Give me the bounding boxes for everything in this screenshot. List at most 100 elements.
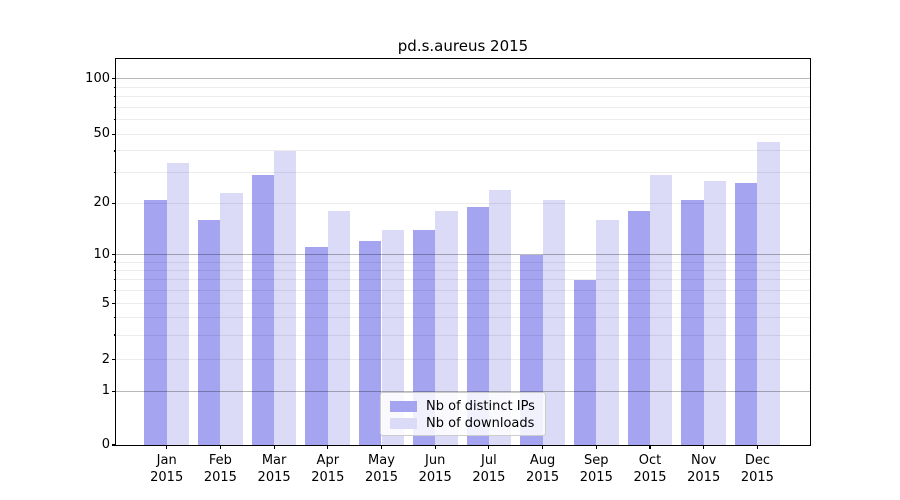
y-tick-label-2: 2 xyxy=(101,351,110,367)
x-label-year: 2015 xyxy=(740,469,774,485)
gridline-70 xyxy=(116,106,810,108)
gridline-40 xyxy=(116,150,810,152)
gridline-100 xyxy=(116,78,810,80)
bar-downloads-feb xyxy=(220,192,243,445)
bar-distinct-ips-dec xyxy=(735,183,758,445)
y-tick-10 xyxy=(112,253,116,256)
x-label-year: 2015 xyxy=(257,469,291,485)
x-label-month: Oct xyxy=(638,453,662,468)
bar-downloads-may xyxy=(381,229,404,445)
y-minortick-70 xyxy=(113,106,116,108)
bar-downloads-apr xyxy=(327,211,351,445)
x-label-year: 2015 xyxy=(150,469,184,485)
chart-title: pd.s.aureus 2015 xyxy=(397,37,529,55)
x-tick-nov xyxy=(703,445,705,449)
x-label-year: 2015 xyxy=(633,469,667,485)
y-tick-label-10: 10 xyxy=(93,246,110,262)
x-label-month: Apr xyxy=(316,453,340,468)
x-label-year: 2015 xyxy=(579,469,613,485)
x-label-year: 2015 xyxy=(687,469,721,485)
y-tick-label-0: 0 xyxy=(101,437,110,452)
gridline-90 xyxy=(116,86,810,88)
legend-label-distinct-ips: Nb of distinct IPs xyxy=(426,398,535,414)
x-tick-label-oct: Oct 2015 xyxy=(620,453,680,486)
bar-distinct-ips-mar xyxy=(251,175,275,445)
x-tick-jul xyxy=(488,445,490,449)
plot-area: 0 1 2 5 10 20 50 100 Jan 2015 Feb 2015 Mar 2015 Apr 201… xyxy=(85,58,811,485)
x-label-month: Feb xyxy=(208,453,232,468)
x-label-year: 2015 xyxy=(364,469,399,485)
y-tick-20 xyxy=(112,202,116,204)
x-tick-jan xyxy=(166,445,168,449)
x-tick-label-sep: Sep 2015 xyxy=(566,453,626,486)
x-tick-label-aug: Aug 2015 xyxy=(513,453,573,486)
legend-swatch-downloads xyxy=(390,417,417,429)
y-tick-100 xyxy=(112,78,116,80)
x-tick-jun xyxy=(434,445,436,449)
y-minortick-80 xyxy=(113,96,116,98)
x-tick-aug xyxy=(542,445,544,449)
y-tick-label-50: 50 xyxy=(93,126,110,142)
y-tick-label-20: 20 xyxy=(93,195,110,211)
x-tick-may xyxy=(380,445,383,449)
x-tick-feb xyxy=(219,445,221,449)
legend-swatch-distinct-ips xyxy=(390,400,417,412)
y-tick-label-100: 100 xyxy=(85,70,110,86)
y-minortick-3 xyxy=(113,334,116,336)
x-tick-label-mar: Mar 2015 xyxy=(244,453,304,486)
x-label-year: 2015 xyxy=(418,469,452,485)
y-minortick-9 xyxy=(113,261,116,263)
bar-distinct-ips-jul xyxy=(466,207,489,445)
bar-downloads-jan xyxy=(166,163,190,445)
y-minortick-90 xyxy=(113,86,116,88)
y-tick-2 xyxy=(112,359,116,361)
y-tick-5 xyxy=(112,303,116,305)
legend: Nb of distinct IPs Nb of downloads xyxy=(380,392,546,436)
y-minortick-60 xyxy=(113,118,116,121)
x-label-year: 2015 xyxy=(203,469,237,485)
x-label-month: Jan xyxy=(156,453,177,468)
legend-item-downloads: Nb of downloads xyxy=(390,415,537,431)
bar-distinct-ips-feb xyxy=(198,219,221,445)
bar-downloads-oct xyxy=(650,175,673,445)
bar-distinct-ips-jan xyxy=(144,199,167,445)
y-minortick-4 xyxy=(113,316,116,319)
x-tick-oct xyxy=(649,445,651,449)
x-tick-label-nov: Nov 2015 xyxy=(674,453,734,486)
y-tick-0 xyxy=(112,444,116,446)
bar-downloads-mar xyxy=(274,150,297,445)
x-label-month: Aug xyxy=(529,453,556,468)
x-label-month: Dec xyxy=(744,453,770,468)
bar-downloads-nov xyxy=(703,180,727,445)
bar-downloads-dec xyxy=(757,142,780,445)
bar-distinct-ips-jun xyxy=(412,229,436,445)
x-tick-label-apr: Apr 2015 xyxy=(298,453,358,486)
bar-downloads-jul xyxy=(488,189,512,445)
x-tick-apr xyxy=(327,445,329,449)
bar-downloads-jun xyxy=(435,211,458,445)
x-tick-sep xyxy=(595,445,597,449)
bar-downloads-aug xyxy=(542,199,565,445)
x-tick-label-jun: Jun 2015 xyxy=(405,453,465,486)
legend-label-downloads: Nb of downloads xyxy=(426,415,535,431)
x-label-year: 2015 xyxy=(526,469,560,485)
bar-distinct-ips-may xyxy=(359,241,382,445)
x-tick-label-dec: Dec 2015 xyxy=(727,453,787,486)
x-tick-label-jul: Jul 2015 xyxy=(459,453,519,486)
y-tick-label-5: 5 xyxy=(101,295,110,311)
bar-downloads-sep xyxy=(596,219,619,445)
x-tick-label-may: May 2015 xyxy=(352,453,412,486)
gridline-80 xyxy=(116,96,810,98)
x-tick-label-feb: Feb 2015 xyxy=(190,453,250,486)
x-label-month: Nov xyxy=(691,453,717,468)
y-minortick-7 xyxy=(113,279,116,281)
bar-distinct-ips-apr xyxy=(305,247,328,445)
x-label-month: May xyxy=(368,453,395,468)
gridline-30 xyxy=(116,172,810,174)
bar-distinct-ips-oct xyxy=(627,211,650,445)
x-label-year: 2015 xyxy=(472,469,506,485)
x-label-year: 2015 xyxy=(311,469,345,485)
x-tick-label-jan: Jan 2015 xyxy=(137,453,197,486)
y-tick-label-1: 1 xyxy=(101,383,110,399)
